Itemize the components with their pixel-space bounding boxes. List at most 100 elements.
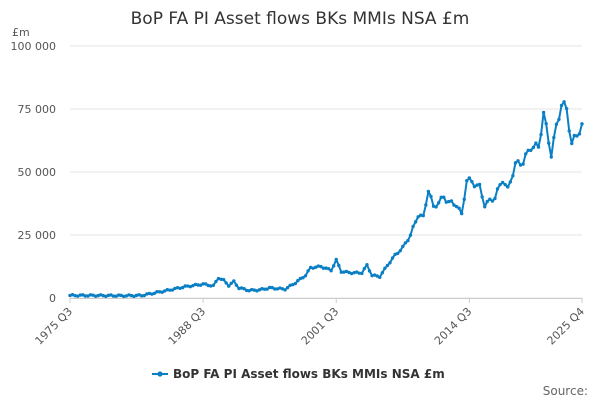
- data-point[interactable]: [252, 288, 257, 292]
- data-point[interactable]: [134, 293, 139, 298]
- data-point[interactable]: [124, 294, 129, 298]
- data-point[interactable]: [214, 279, 218, 284]
- data-point[interactable]: [559, 103, 564, 108]
- data-point[interactable]: [508, 180, 513, 184]
- data-point[interactable]: [75, 294, 80, 298]
- data-point[interactable]: [206, 283, 210, 288]
- data-point[interactable]: [347, 270, 351, 275]
- data-point[interactable]: [188, 284, 193, 289]
- data-point[interactable]: [273, 287, 277, 291]
- data-point[interactable]: [452, 203, 456, 207]
- data-point[interactable]: [93, 294, 98, 298]
- data-point[interactable]: [539, 132, 543, 137]
- data-point[interactable]: [360, 271, 364, 276]
- data-point[interactable]: [547, 141, 551, 145]
- data-point[interactable]: [137, 293, 141, 297]
- data-point[interactable]: [196, 283, 200, 287]
- data-point[interactable]: [242, 287, 246, 291]
- data-point[interactable]: [244, 288, 249, 293]
- data-point[interactable]: [81, 293, 85, 297]
- data-point[interactable]: [209, 284, 213, 288]
- data-point[interactable]: [500, 180, 505, 185]
- data-point[interactable]: [454, 204, 459, 209]
- data-point[interactable]: [426, 189, 431, 194]
- data-point[interactable]: [344, 269, 349, 274]
- data-point[interactable]: [488, 197, 492, 201]
- data-point[interactable]: [311, 266, 315, 270]
- data-point[interactable]: [521, 162, 525, 166]
- data-point[interactable]: [421, 213, 425, 218]
- data-point[interactable]: [301, 276, 305, 280]
- data-point[interactable]: [506, 185, 510, 189]
- data-point[interactable]: [523, 152, 528, 156]
- data-point[interactable]: [160, 290, 164, 294]
- data-point[interactable]: [472, 184, 477, 189]
- data-point[interactable]: [536, 145, 541, 149]
- data-point[interactable]: [221, 277, 226, 282]
- data-point[interactable]: [86, 294, 90, 298]
- data-point[interactable]: [337, 263, 341, 268]
- data-point[interactable]: [99, 293, 103, 297]
- data-point[interactable]: [562, 100, 566, 104]
- data-point[interactable]: [564, 106, 569, 111]
- data-point[interactable]: [439, 195, 443, 199]
- data-point[interactable]: [155, 290, 159, 294]
- data-point[interactable]: [237, 286, 241, 291]
- data-point[interactable]: [398, 249, 402, 253]
- data-point[interactable]: [291, 282, 295, 287]
- data-point[interactable]: [250, 287, 254, 292]
- data-point[interactable]: [447, 199, 451, 204]
- data-point[interactable]: [431, 204, 436, 208]
- data-point[interactable]: [444, 200, 449, 204]
- data-point[interactable]: [577, 132, 582, 136]
- data-point[interactable]: [316, 264, 321, 268]
- data-point[interactable]: [413, 220, 418, 224]
- data-point[interactable]: [567, 129, 571, 133]
- data-point[interactable]: [198, 283, 203, 287]
- data-point[interactable]: [234, 283, 239, 287]
- data-point[interactable]: [459, 211, 464, 216]
- data-point[interactable]: [419, 213, 423, 217]
- data-point[interactable]: [280, 287, 285, 291]
- data-point[interactable]: [255, 289, 259, 293]
- data-point[interactable]: [375, 274, 379, 278]
- data-point[interactable]: [109, 293, 113, 297]
- data-point[interactable]: [180, 285, 185, 290]
- data-point[interactable]: [526, 148, 530, 152]
- data-point[interactable]: [104, 294, 108, 299]
- data-point[interactable]: [416, 215, 420, 219]
- data-point[interactable]: [265, 287, 269, 291]
- data-point[interactable]: [321, 266, 326, 270]
- data-point[interactable]: [201, 282, 205, 286]
- data-point[interactable]: [334, 257, 338, 262]
- data-point[interactable]: [549, 155, 553, 159]
- data-point[interactable]: [91, 293, 95, 297]
- data-point[interactable]: [495, 187, 500, 191]
- data-point[interactable]: [186, 284, 190, 288]
- data-point[interactable]: [114, 294, 118, 298]
- data-point[interactable]: [357, 271, 361, 275]
- data-point[interactable]: [183, 284, 187, 288]
- data-point[interactable]: [557, 117, 561, 122]
- data-point[interactable]: [101, 293, 105, 298]
- data-point[interactable]: [147, 291, 152, 296]
- data-point[interactable]: [157, 290, 162, 294]
- data-point[interactable]: [342, 270, 346, 274]
- data-point[interactable]: [385, 263, 390, 268]
- data-point[interactable]: [534, 141, 538, 145]
- data-point[interactable]: [224, 281, 228, 285]
- data-point[interactable]: [111, 294, 116, 298]
- data-point[interactable]: [575, 134, 579, 138]
- data-point[interactable]: [262, 287, 267, 291]
- data-point[interactable]: [554, 122, 559, 126]
- data-point[interactable]: [511, 174, 515, 178]
- data-point[interactable]: [319, 264, 323, 269]
- legend[interactable]: BoP FA PI Asset flows BKs MMIs NSA £m: [152, 367, 445, 381]
- data-point[interactable]: [490, 199, 495, 203]
- data-point[interactable]: [493, 196, 497, 201]
- data-point[interactable]: [406, 238, 410, 243]
- data-point[interactable]: [191, 283, 195, 288]
- data-point[interactable]: [434, 205, 438, 209]
- data-point[interactable]: [278, 286, 282, 290]
- data-point[interactable]: [78, 293, 82, 297]
